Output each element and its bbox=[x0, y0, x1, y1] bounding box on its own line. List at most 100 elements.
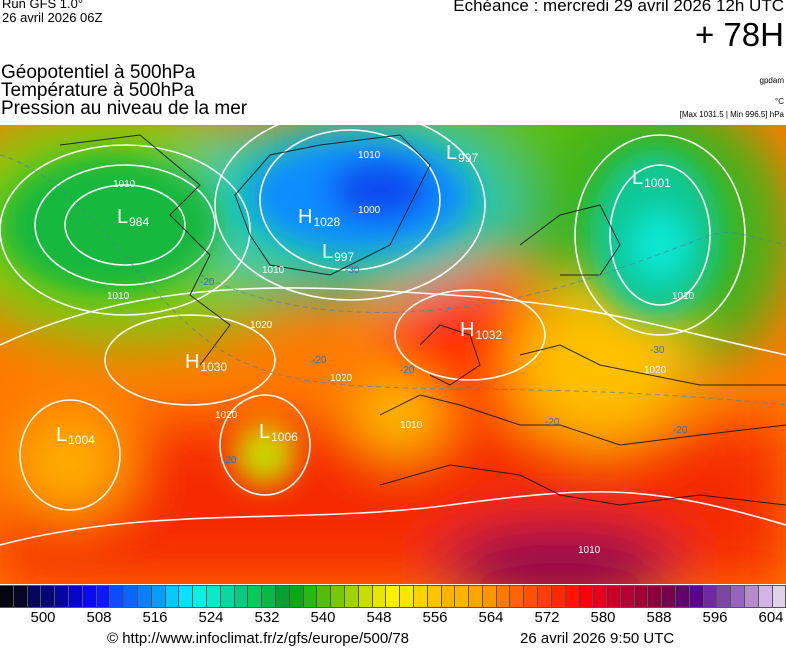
title-geopotential: Géopotentiel à 500hPa bbox=[1, 62, 196, 83]
low-pressure-center: L984 bbox=[117, 207, 149, 229]
low-pressure-center: L997 bbox=[322, 242, 354, 264]
colorbar-cell bbox=[510, 586, 525, 607]
pressure-center-value: 1030 bbox=[200, 360, 228, 374]
colorbar-cell bbox=[689, 586, 704, 607]
forecast-valid-time: Echéance : mercredi 29 avril 2026 12h UT… bbox=[453, 0, 784, 15]
weather-map[interactable]: L984 H1028 L997 L997 L1001 H1030 H1032 L1004 L10… bbox=[0, 125, 786, 584]
unit-geopotential: gpdam bbox=[759, 76, 784, 85]
pressure-center-value: 984 bbox=[129, 215, 150, 229]
generated-timestamp: 26 avril 2026 9:50 UTC bbox=[520, 630, 675, 647]
colorbar-cell bbox=[234, 586, 249, 607]
colorbar-tick-label: 524 bbox=[198, 609, 224, 626]
colorbar-cell bbox=[82, 586, 97, 607]
colorbar-cell bbox=[482, 586, 497, 607]
isotherm-label: -20 bbox=[200, 277, 215, 288]
colorbar-cell bbox=[524, 586, 539, 607]
colorbar-cell bbox=[96, 586, 111, 607]
colorbar-cell bbox=[455, 586, 470, 607]
colorbar-tick-label: 588 bbox=[646, 609, 672, 626]
colorbar-cell bbox=[68, 586, 83, 607]
colorbar-cell bbox=[151, 586, 166, 607]
colorbar-cell bbox=[0, 586, 14, 607]
pressure-center-value: 1004 bbox=[68, 433, 95, 447]
colorbar-tick-label: 548 bbox=[366, 609, 392, 626]
run-model: Run GFS 1.0° bbox=[2, 0, 84, 11]
colorbar-cell bbox=[331, 586, 345, 607]
colorbar-cell bbox=[648, 586, 663, 607]
colorbar-cell bbox=[676, 586, 690, 607]
colorbar-cell bbox=[565, 586, 580, 607]
colorbar-ticks: 500 508 516 524 532 540 548 556 564 572 580 588 596 6… bbox=[0, 609, 786, 627]
pressure-center-type: L bbox=[117, 206, 129, 228]
pressure-center-type: L bbox=[259, 421, 271, 443]
map-field bbox=[0, 125, 786, 584]
isobar-label: 1010 bbox=[262, 265, 285, 276]
isotherm-label: -20 bbox=[545, 417, 560, 428]
isobar-label: 1010 bbox=[400, 420, 423, 431]
colorbar-cell bbox=[607, 586, 621, 607]
colorbar-cell bbox=[441, 586, 456, 607]
isobar-label: 1000 bbox=[358, 205, 381, 216]
colorbar-cell bbox=[620, 586, 635, 607]
pressure-center-value: 997 bbox=[458, 151, 479, 165]
colorbar-cell bbox=[372, 586, 387, 607]
pressure-center-value: 1006 bbox=[271, 430, 298, 444]
isobar-label: 1010 bbox=[113, 179, 136, 190]
high-pressure-center: H1030 bbox=[185, 352, 227, 374]
colorbar-cell bbox=[165, 586, 180, 607]
isobar-label: 1020 bbox=[644, 365, 667, 376]
title-temperature: Température à 500hPa bbox=[1, 80, 195, 101]
colorbar-cell bbox=[124, 586, 138, 607]
colorbar-cell bbox=[386, 586, 401, 607]
colorbar-cell bbox=[538, 586, 552, 607]
colorbar-cell bbox=[469, 586, 483, 607]
colorbar-cell bbox=[703, 586, 718, 607]
colorbar-cell bbox=[400, 586, 414, 607]
pressure-center-type: L bbox=[446, 142, 458, 164]
colorbar-cell bbox=[193, 586, 207, 607]
colorbar-tick-label: 564 bbox=[478, 609, 504, 626]
map-titles: Géopotentiel à 500hPa Température à 500h… bbox=[1, 62, 248, 119]
pressure-center-type: H bbox=[185, 351, 200, 373]
colorbar-cell bbox=[634, 586, 649, 607]
pressure-range: [Max 1031.5 | Min 996.5] hPa bbox=[679, 110, 784, 119]
isotherm-label: -20 bbox=[673, 425, 688, 436]
colorbar-tick-label: 596 bbox=[702, 609, 728, 626]
pressure-center-value: 1032 bbox=[475, 328, 503, 342]
isotherm-label: -20 bbox=[400, 365, 415, 376]
low-pressure-center: L1006 bbox=[259, 422, 298, 444]
run-date: 26 avril 2026 06Z bbox=[2, 10, 103, 25]
title-pressure: Pression au niveau de la mer bbox=[1, 98, 248, 119]
colorbar-cell bbox=[262, 586, 276, 607]
pressure-center-value: 997 bbox=[334, 250, 355, 264]
colorbar-cell bbox=[110, 586, 125, 607]
colorbar-cell bbox=[27, 586, 42, 607]
source-url[interactable]: © http://www.infoclimat.fr/z/gfs/europe/… bbox=[107, 630, 410, 647]
pressure-center-type: L bbox=[322, 241, 334, 263]
isobar-label: 1020 bbox=[330, 373, 353, 384]
run-info: Run GFS 1.0° 26 avril 2026 06Z bbox=[2, 0, 102, 25]
high-pressure-center: H1032 bbox=[460, 320, 502, 342]
colorbar-tick-label: 540 bbox=[310, 609, 336, 626]
high-pressure-center: H1028 bbox=[298, 207, 340, 229]
pressure-center-type: L bbox=[632, 167, 644, 189]
pressure-center-type: H bbox=[298, 206, 313, 228]
geopotential-colorbar bbox=[0, 585, 786, 608]
isotherm-label: -20 bbox=[222, 455, 237, 466]
pressure-center-value: 1001 bbox=[644, 176, 671, 190]
colorbar-cell bbox=[662, 586, 677, 607]
colorbar-cell bbox=[41, 586, 56, 607]
pressure-center-type: H bbox=[460, 319, 475, 341]
colorbar-tick-label: 604 bbox=[758, 609, 784, 626]
colorbar-cell bbox=[758, 586, 773, 607]
isobar-label: 1010 bbox=[672, 291, 695, 302]
colorbar-tick-label: 508 bbox=[86, 609, 112, 626]
isobar-label: 1010 bbox=[107, 291, 130, 302]
colorbar-cell bbox=[248, 586, 263, 607]
colorbar-cell bbox=[13, 586, 28, 607]
isobar-label: 1010 bbox=[578, 545, 601, 556]
colorbar-cell bbox=[731, 586, 746, 607]
low-pressure-center: L997 bbox=[446, 143, 478, 165]
colorbar-tick-label: 580 bbox=[590, 609, 616, 626]
colorbar-cell bbox=[344, 586, 359, 607]
